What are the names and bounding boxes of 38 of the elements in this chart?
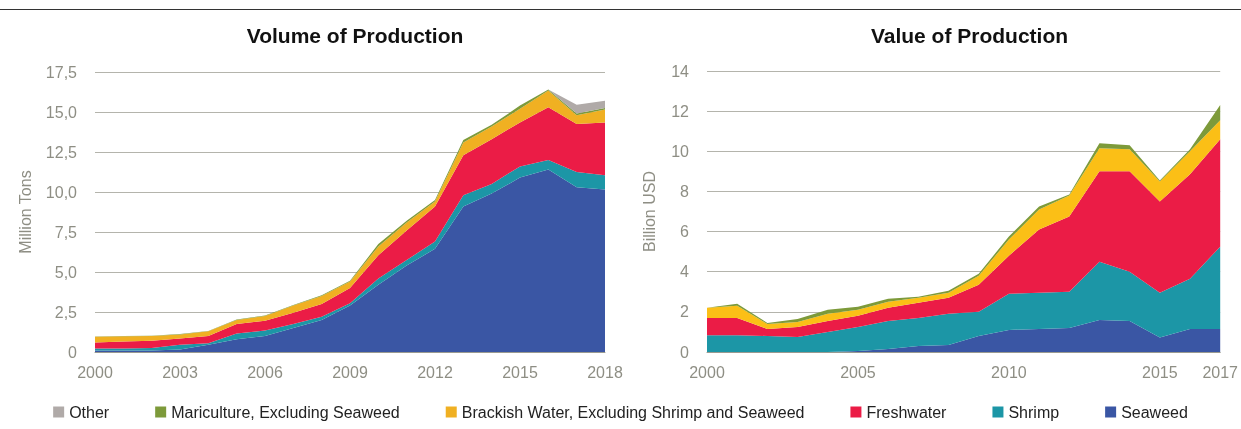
legend-label: Brackish Water, Excluding Shrimp and Seaweed [461, 403, 805, 421]
x-tick-label: 2012 [417, 363, 453, 381]
legend-label: Shrimp [1008, 403, 1060, 421]
y-tick-label: 2 [680, 303, 690, 321]
legend-label: Seaweed [1121, 403, 1188, 421]
y-axis-title: Million Tons [16, 170, 34, 254]
y-tick-label: 10 [671, 142, 690, 160]
x-tick-label: 2018 [587, 363, 623, 381]
x-tick-label: 2003 [162, 363, 198, 381]
y-tick-label: 14 [671, 62, 690, 80]
legend-label: Other [69, 403, 110, 421]
y-tick-label: 6 [680, 223, 690, 241]
x-tick-label: 2015 [502, 363, 538, 381]
y-tick-label: 10,0 [45, 183, 78, 201]
y-tick-label: 8 [680, 182, 690, 200]
chart-title: Value of Production [870, 24, 1069, 47]
y-tick-label: 4 [680, 263, 690, 281]
x-tick-label: 2015 [1142, 363, 1178, 381]
legend-label: Freshwater [866, 403, 948, 421]
x-tick-label: 2017 [1202, 363, 1239, 381]
y-tick-label: 5,0 [54, 263, 78, 281]
x-tick-label: 2006 [247, 363, 283, 381]
y-tick-label: 0 [680, 343, 690, 361]
y-axis-title: Billion USD [640, 171, 658, 252]
x-tick-label: 2005 [840, 363, 876, 381]
y-tick-label: 12 [671, 102, 690, 120]
x-tick-label: 2000 [689, 363, 725, 381]
chart-title: Volume of Production [246, 24, 464, 47]
y-tick-label: 2,5 [54, 303, 78, 321]
y-tick-label: 17,5 [45, 63, 78, 81]
y-tick-label: 12,5 [45, 143, 78, 161]
x-tick-label: 2000 [77, 363, 113, 381]
x-tick-label: 2009 [332, 363, 368, 381]
legend-label: Mariculture, Excluding Seaweed [171, 403, 400, 421]
y-tick-label: 0 [68, 343, 78, 361]
x-tick-label: 2010 [991, 363, 1027, 381]
y-tick-label: 7,5 [54, 223, 78, 241]
y-tick-label: 15,0 [45, 103, 78, 121]
